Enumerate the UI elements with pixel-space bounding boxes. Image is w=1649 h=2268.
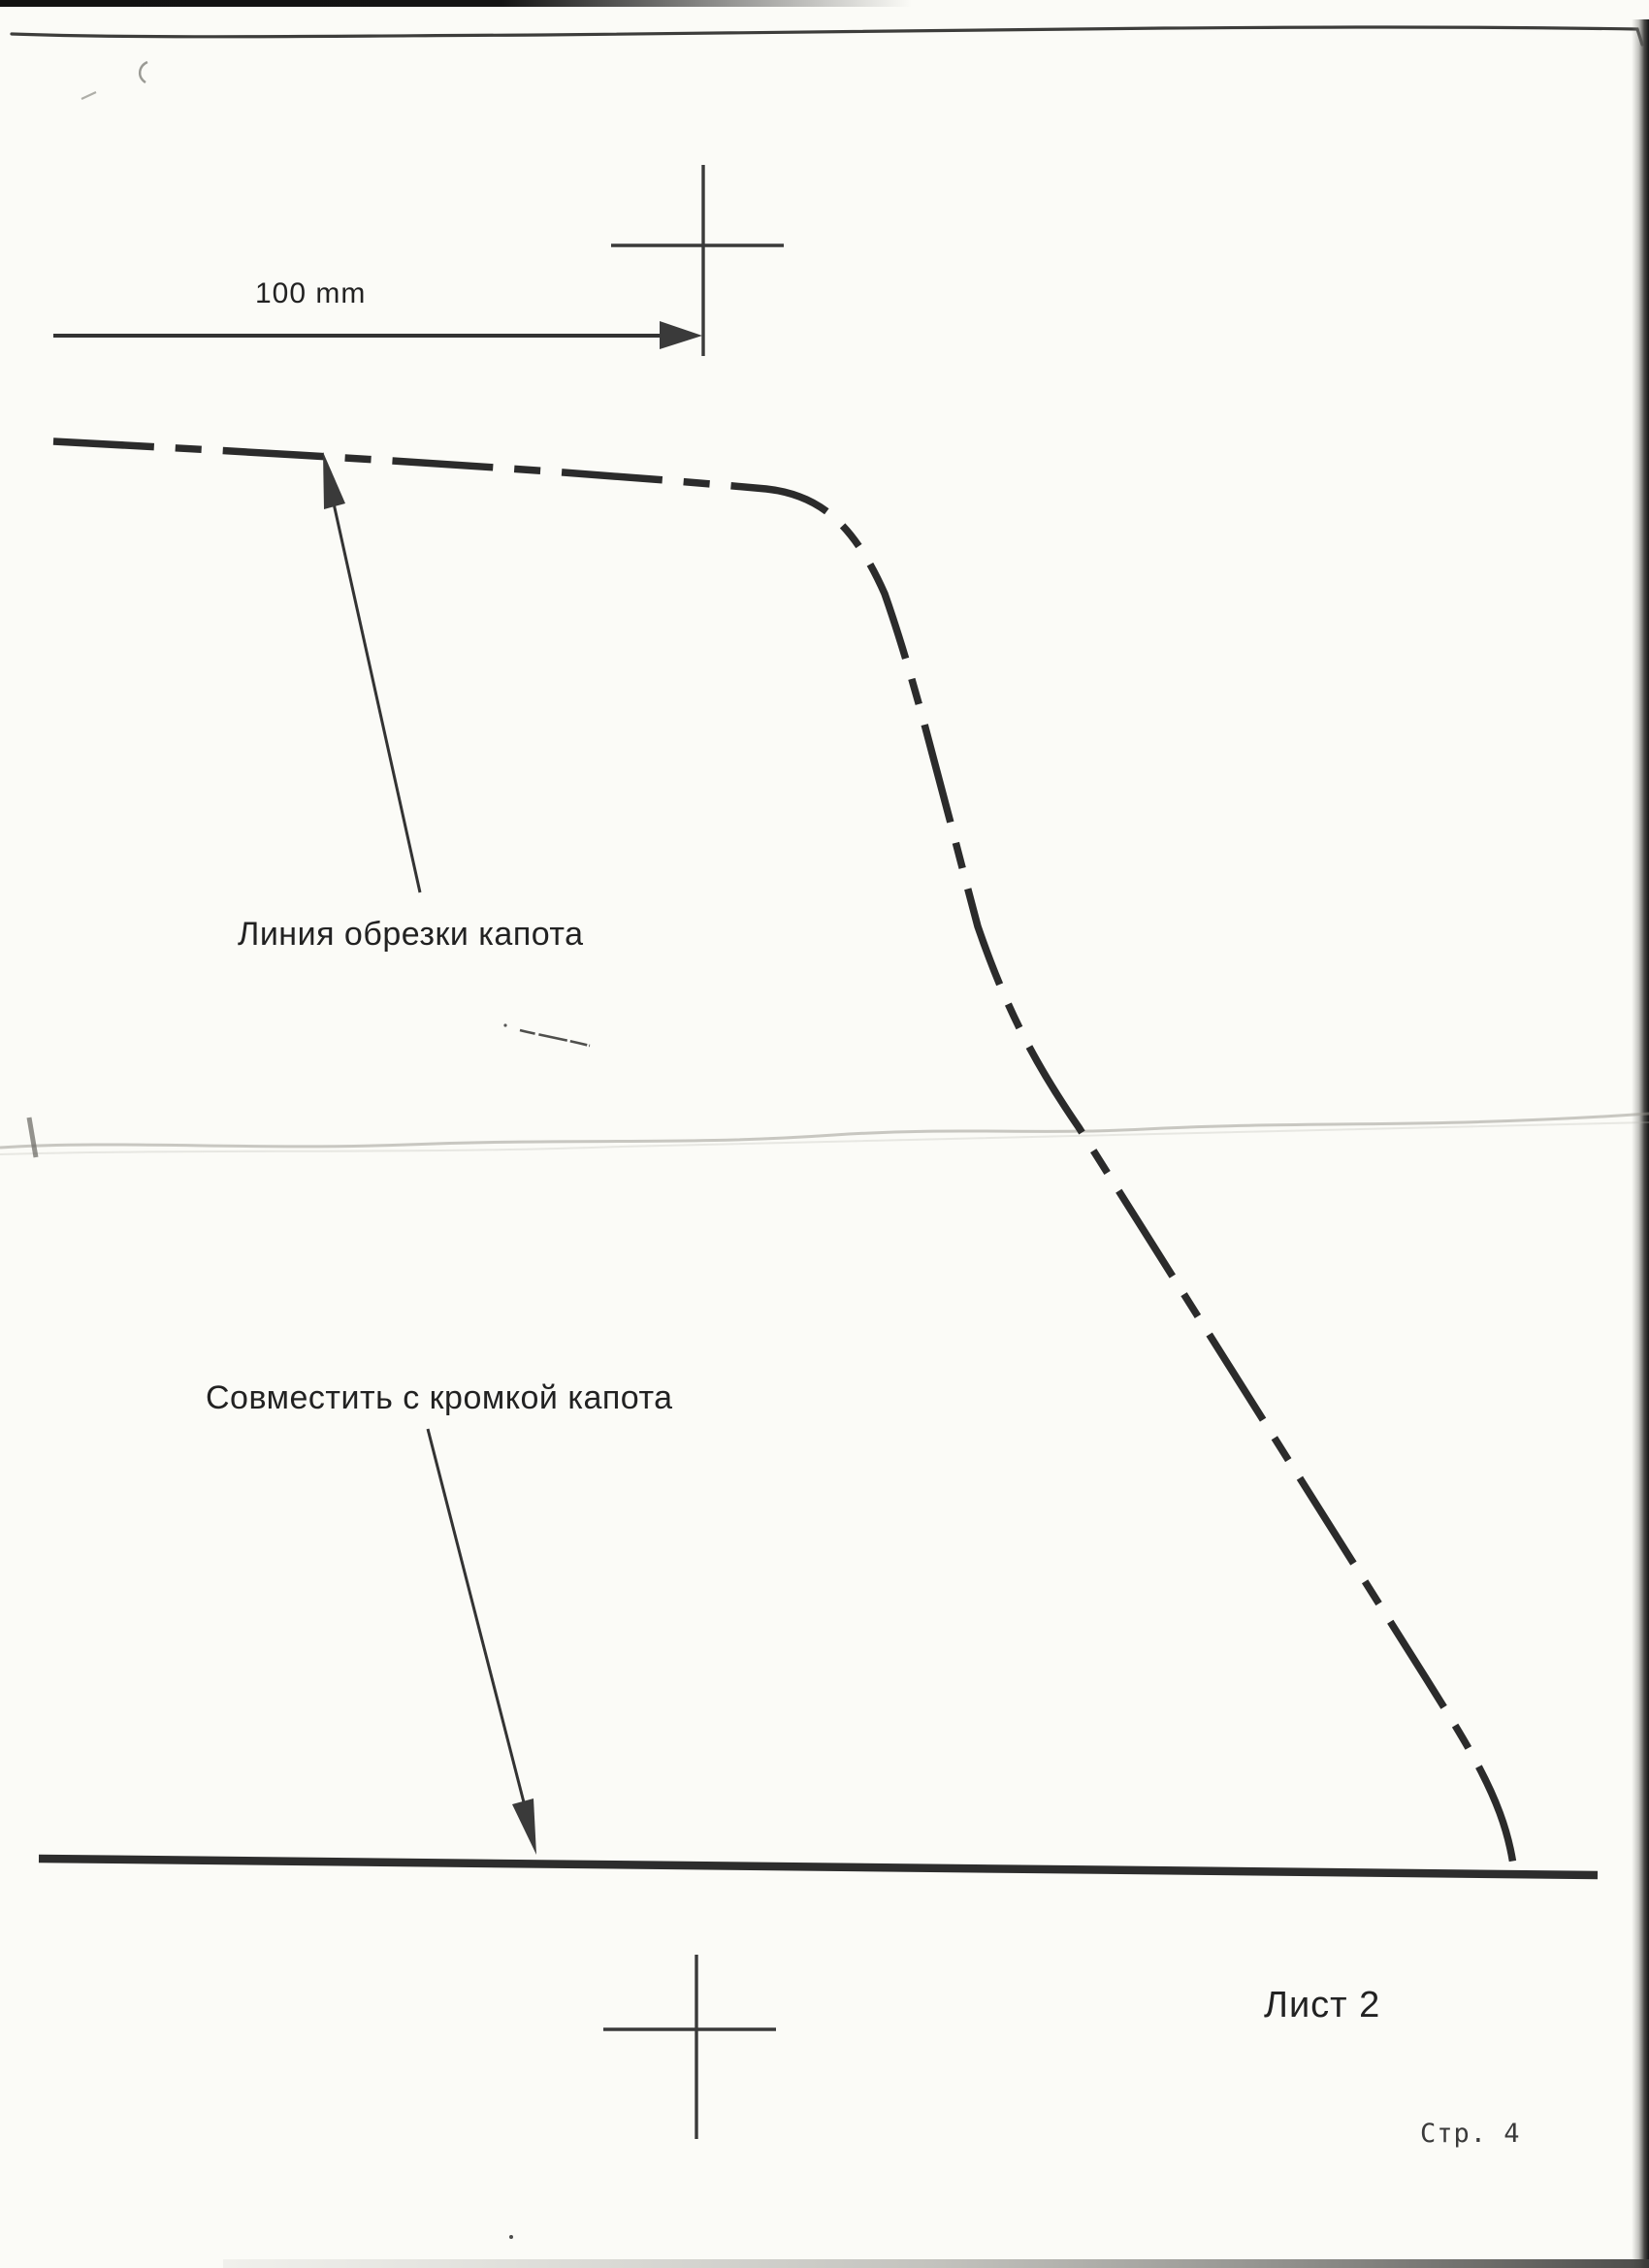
- scan-top-black-band: [0, 0, 912, 7]
- cutline-label: Линия обрезки капота: [238, 916, 584, 953]
- align-with-hood-edge-label: Совместить с кромкой капота: [206, 1379, 673, 1416]
- cutline-leader-arrowhead: [323, 452, 345, 509]
- scale-dimension-arrow: [53, 321, 702, 349]
- scratch-smudge-mark: [519, 1028, 591, 1048]
- scale-dimension-label: 100 mm: [255, 277, 367, 309]
- hood-edge-line: [38, 1854, 1599, 1880]
- sheet-number-label: Лист 2: [1264, 1985, 1381, 2025]
- scan-fold-crease-soft: [0, 1121, 1649, 1155]
- pencil-dash-mark: [81, 91, 97, 100]
- align-leader-arrowhead: [512, 1798, 536, 1855]
- scan-crease-left-mark: [26, 1117, 39, 1158]
- pencil-curl-mark: [139, 60, 148, 83]
- scan-right-edge-shadow: [1632, 19, 1649, 2268]
- scan-fold-crease: [0, 1112, 1649, 1150]
- page-number-label: Стр. 4: [1420, 2119, 1521, 2149]
- scan-bottom-edge-shadow: [223, 2259, 1649, 2268]
- speck-mark-1: [503, 1023, 507, 1027]
- hood-trim-cutline: [52, 437, 1517, 1865]
- speck-mark-2: [509, 2235, 513, 2239]
- scale-arrowhead: [660, 321, 702, 349]
- cutline-leader-arrow: [323, 452, 422, 893]
- cutline-leader-shaft: [332, 502, 422, 893]
- align-leader-arrow: [426, 1428, 536, 1855]
- scan-page-top-edge-line: [10, 25, 1644, 47]
- align-leader-shaft: [426, 1428, 526, 1803]
- registration-cross-bottom: [603, 1955, 776, 2139]
- registration-cross-top: [611, 165, 784, 356]
